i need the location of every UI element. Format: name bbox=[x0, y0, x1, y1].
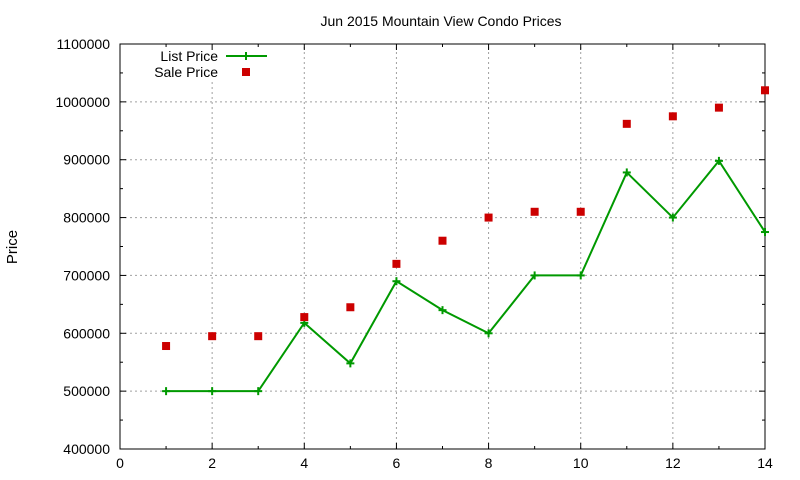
list-price-point bbox=[761, 228, 769, 237]
sale-price-point bbox=[576, 207, 585, 216]
sale-price-point bbox=[162, 342, 171, 351]
legend-item: Sale Price bbox=[154, 64, 250, 80]
y-tick-label: 900000 bbox=[63, 152, 110, 168]
grid bbox=[120, 44, 765, 449]
list-price-point bbox=[530, 271, 539, 280]
x-tick-label: 4 bbox=[300, 455, 308, 471]
legend-label: List Price bbox=[160, 48, 218, 64]
sale-price-point bbox=[761, 86, 769, 95]
list-price-point bbox=[438, 306, 447, 315]
list-price-point bbox=[576, 271, 585, 280]
y-tick-label: 500000 bbox=[63, 383, 110, 399]
x-tick-label: 8 bbox=[485, 455, 493, 471]
sale-price-point bbox=[484, 213, 493, 222]
legend-marker bbox=[242, 68, 250, 76]
y-tick-label: 1100000 bbox=[57, 36, 111, 52]
sale-price-point bbox=[208, 332, 217, 341]
y-tick-label: 1000000 bbox=[55, 94, 110, 110]
y-tick-label: 700000 bbox=[63, 267, 110, 283]
list-price-point bbox=[392, 277, 401, 286]
x-tick-label: 6 bbox=[393, 455, 401, 471]
sale-price-point bbox=[438, 236, 447, 245]
list-price-line bbox=[166, 159, 766, 393]
sale-price-series bbox=[162, 86, 769, 351]
y-axis-label: Price bbox=[4, 230, 21, 264]
list-price-point bbox=[484, 329, 493, 338]
sale-price-point bbox=[300, 313, 309, 322]
legend-item: List Price bbox=[160, 48, 267, 64]
sale-price-point bbox=[714, 103, 723, 112]
chart-title: Jun 2015 Mountain View Condo Prices bbox=[320, 13, 561, 29]
x-tick-label: 2 bbox=[208, 455, 216, 471]
list-price-point bbox=[254, 387, 263, 396]
list-price-point bbox=[622, 168, 631, 177]
y-tick-label: 400000 bbox=[63, 441, 110, 457]
sale-price-point bbox=[622, 119, 631, 128]
y-tick-label: 600000 bbox=[63, 325, 110, 341]
sale-price-point bbox=[254, 332, 263, 341]
sale-price-point bbox=[392, 259, 401, 268]
list-price-point bbox=[346, 359, 355, 368]
x-tick-label: 10 bbox=[573, 455, 589, 471]
sale-price-point bbox=[668, 112, 677, 121]
legend-label: Sale Price bbox=[154, 64, 218, 80]
plot-frame bbox=[119, 43, 766, 450]
x-tick-label: 12 bbox=[665, 455, 681, 471]
list-price-point bbox=[714, 156, 723, 165]
sale-price-point bbox=[530, 207, 539, 216]
legend-marker bbox=[242, 52, 250, 60]
x-tick-label: 14 bbox=[757, 455, 773, 471]
list-price-point bbox=[208, 387, 217, 396]
y-tick-label: 800000 bbox=[63, 210, 110, 226]
axes: 0 2 4 6 8 10 12 14 400000 500000 600000 700000 80000… bbox=[55, 36, 773, 471]
list-price-point bbox=[162, 387, 171, 396]
list-price-series bbox=[162, 156, 769, 396]
sale-price-point bbox=[346, 303, 355, 312]
list-price-point bbox=[668, 213, 677, 222]
series bbox=[162, 86, 769, 396]
x-tick-label: 0 bbox=[116, 455, 124, 471]
